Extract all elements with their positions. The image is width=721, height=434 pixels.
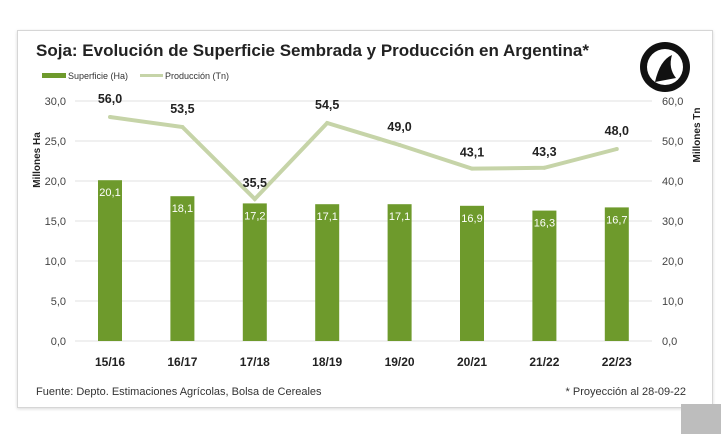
y-tick-right: 60,0	[662, 96, 683, 108]
chart-title: Soja: Evolución de Superficie Sembrada y…	[36, 41, 589, 60]
production-point	[470, 166, 474, 171]
line-label: 35,5	[243, 176, 267, 190]
y-tick-left: 10,0	[45, 256, 66, 268]
footnote-source: Fuente: Depto. Estimaciones Agrícolas, B…	[36, 386, 322, 398]
x-tick: 21/22	[529, 355, 559, 369]
bar-18/19	[315, 204, 340, 341]
y-tick-right: 50,0	[662, 136, 683, 148]
bar-label: 17,2	[244, 210, 265, 222]
y-tick-left: 0,0	[51, 336, 66, 348]
y-tick-right: 40,0	[662, 176, 683, 188]
bar-label: 20,1	[99, 187, 120, 199]
bar-21/22	[532, 210, 557, 341]
production-point	[252, 197, 257, 201]
y-tick-left: 15,0	[45, 216, 66, 228]
chart-frame	[17, 30, 713, 408]
line-label: 54,5	[315, 98, 339, 112]
production-line	[109, 115, 618, 202]
legend: Superficie (Ha) Producción (Tn)	[42, 71, 229, 81]
x-tick: 19/20	[385, 355, 415, 369]
bar-label: 17,1	[389, 211, 410, 223]
x-tick: 15/16	[95, 355, 125, 369]
x-tick: 20/21	[457, 355, 487, 369]
y-axis-right-label: Millones Tn	[692, 108, 703, 163]
y-tick-left: 25,0	[45, 136, 66, 148]
y-tick-right: 10,0	[662, 296, 683, 308]
x-tick: 22/23	[602, 355, 632, 369]
y-axis-left-label: Millones Ha	[32, 132, 43, 188]
line-label: 48,0	[605, 124, 629, 138]
y-tick-right: 30,0	[662, 216, 683, 228]
logo-seal	[640, 42, 690, 92]
y-tick-right: 0,0	[662, 336, 677, 348]
line-label: 43,3	[532, 145, 556, 159]
bar-20/21	[460, 205, 484, 341]
bar-label: 16,3	[534, 218, 555, 230]
line-label: 56,0	[98, 92, 122, 106]
bar-22/23	[604, 207, 629, 341]
bar-16/17	[170, 196, 195, 341]
legend-label-produccion: Producción (Tn)	[165, 71, 229, 81]
line-label: 53,5	[170, 102, 194, 116]
production-point	[397, 143, 402, 147]
footnote-projection: * Proyección al 28-09-22	[566, 386, 686, 398]
bar-label: 16,9	[461, 213, 482, 225]
line-label: 43,1	[460, 146, 484, 160]
corner-decoration	[681, 404, 721, 434]
production-point	[108, 115, 112, 119]
bar-label: 18,1	[172, 203, 193, 215]
bar-15/16	[98, 180, 122, 341]
bar-label: 17,1	[316, 211, 337, 223]
production-point	[614, 147, 619, 151]
bar-19/20	[387, 204, 412, 341]
legend-swatch-bar	[42, 73, 66, 78]
production-point	[180, 125, 185, 129]
bar-label: 16,7	[606, 214, 627, 226]
x-tick: 17/18	[240, 355, 270, 369]
legend-label-superficie: Superficie (Ha)	[68, 71, 128, 81]
x-tick: 16/17	[167, 355, 197, 369]
bar-17/18	[242, 203, 267, 341]
y-tick-right: 20,0	[662, 256, 683, 268]
production-point	[325, 121, 330, 125]
y-tick-left: 20,0	[45, 176, 66, 188]
y-tick-left: 30,0	[45, 96, 66, 108]
line-label: 49,0	[387, 120, 411, 134]
x-tick: 18/19	[312, 355, 342, 369]
production-point	[542, 165, 547, 170]
y-tick-left: 5,0	[51, 296, 66, 308]
